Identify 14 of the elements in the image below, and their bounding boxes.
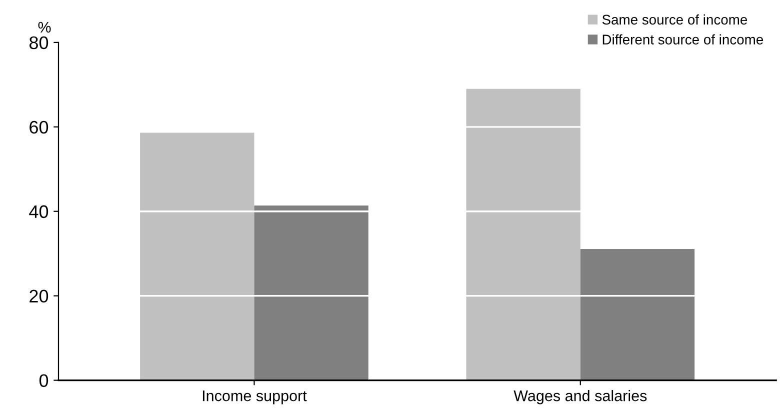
y-tick-label: 20	[30, 290, 48, 303]
x-tick-label: Income support	[202, 390, 307, 404]
y-tick-label: 80	[29, 36, 48, 50]
bar	[580, 248, 695, 380]
legend-label: Different source of income	[602, 34, 763, 44]
bar	[254, 205, 368, 380]
y-tick-label: 0	[39, 374, 48, 387]
y-axis-title: %	[38, 22, 51, 33]
bar	[466, 88, 580, 380]
y-tick-label: 60	[30, 120, 48, 134]
x-tick-label: Wages and salaries	[514, 390, 647, 404]
legend-label: Same source of income	[602, 14, 748, 25]
bar	[140, 132, 254, 380]
y-tick-label: 40	[29, 205, 48, 218]
